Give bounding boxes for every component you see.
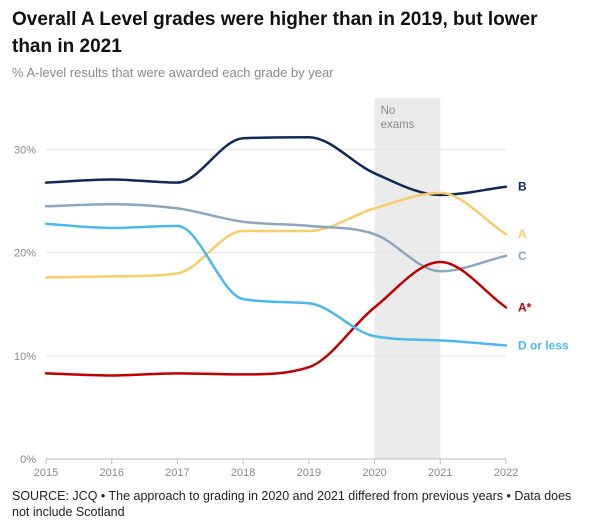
x-tick-label: 2017 [165,467,189,479]
series-label-b: B [518,180,527,194]
y-tick-label: 30% [14,145,36,157]
series-line-c [44,202,508,273]
series-label-d-or-less: D or less [518,339,569,353]
chart-title: Overall A Level grades were higher than … [12,9,538,57]
chart-subtitle: % A-level results that were awarded each… [12,65,334,80]
x-tick-label: 2016 [99,467,123,479]
series-label-a: A [518,227,527,241]
series-line-a [44,191,508,279]
series-line-d-or-less [44,222,508,347]
x-tick-label: 2020 [362,467,386,479]
series-label-c: C [518,249,527,263]
series-label-a-star: A* [518,300,532,314]
x-tick-label: 2018 [231,467,255,479]
y-tick-label: 10% [14,351,36,363]
x-tick-label: 2019 [297,467,321,479]
chart-source-note: SOURCE: JCQ • The approach to grading in… [12,489,572,519]
no-exams-label: exams [381,119,415,131]
series-line-b [44,135,508,197]
no-exams-label: No [381,105,396,117]
x-tick-label: 2021 [428,467,452,479]
x-tick-label: 2022 [494,467,518,479]
x-tick-label: 2015 [34,467,58,479]
y-tick-label: 20% [14,248,36,260]
series-line-a-star [44,260,508,377]
y-tick-label: 0% [20,454,36,466]
